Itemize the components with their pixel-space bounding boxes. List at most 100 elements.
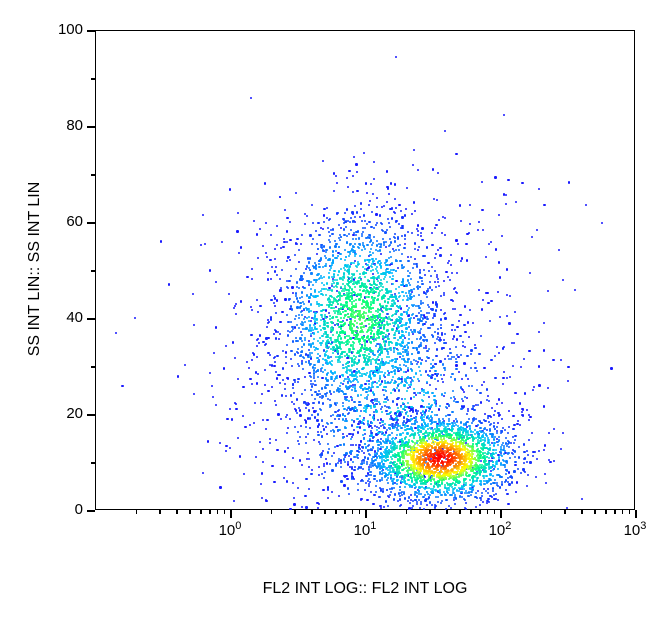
data-point — [273, 333, 275, 335]
data-point — [380, 443, 382, 445]
data-point — [380, 383, 382, 385]
data-point — [436, 348, 438, 350]
data-point — [515, 491, 517, 493]
data-point — [290, 350, 292, 352]
data-point — [357, 333, 359, 335]
data-point — [472, 405, 474, 407]
data-point — [367, 269, 369, 271]
data-point — [498, 398, 500, 400]
data-point — [334, 240, 336, 242]
data-point — [523, 443, 525, 445]
data-point — [330, 356, 332, 358]
data-point — [327, 372, 329, 374]
data-point — [356, 211, 358, 213]
data-point — [366, 264, 368, 266]
data-point — [288, 280, 290, 282]
data-point — [377, 323, 379, 325]
data-point — [476, 389, 478, 391]
data-point — [264, 369, 266, 371]
data-point — [372, 336, 374, 338]
data-point — [333, 270, 335, 272]
data-point — [344, 351, 346, 353]
data-point — [368, 444, 370, 446]
data-point — [480, 335, 482, 337]
data-point — [433, 485, 435, 487]
data-point — [409, 272, 411, 274]
data-point — [392, 275, 394, 277]
data-point — [505, 460, 507, 462]
data-point — [365, 272, 367, 274]
data-point — [467, 434, 469, 436]
data-point — [377, 450, 379, 452]
data-point — [401, 341, 403, 343]
data-point — [358, 361, 360, 363]
data-point — [496, 432, 498, 434]
data-point — [311, 394, 313, 396]
data-point — [404, 345, 406, 347]
data-point — [375, 410, 377, 412]
data-point — [285, 416, 287, 418]
data-point — [322, 249, 324, 251]
data-point — [329, 390, 331, 392]
data-point — [390, 411, 392, 413]
data-point — [391, 467, 393, 469]
data-point — [395, 221, 397, 223]
data-point — [339, 253, 341, 255]
data-point — [277, 413, 279, 415]
data-point — [274, 400, 276, 402]
data-point — [482, 475, 484, 477]
data-point — [317, 222, 319, 224]
data-point — [358, 238, 360, 240]
data-point — [368, 261, 370, 263]
data-point — [366, 380, 368, 382]
data-point — [253, 353, 255, 355]
data-point — [480, 466, 482, 468]
data-point — [492, 490, 494, 492]
data-point — [497, 468, 499, 470]
data-point — [274, 297, 276, 299]
data-point — [238, 252, 240, 254]
data-point — [402, 355, 404, 357]
data-point — [489, 473, 491, 475]
data-point — [420, 342, 422, 344]
data-point — [346, 409, 348, 411]
data-point — [368, 383, 370, 385]
data-point — [433, 198, 435, 200]
data-point — [338, 418, 340, 420]
data-point — [438, 285, 440, 287]
data-point — [459, 314, 461, 316]
data-point — [370, 363, 372, 365]
data-point — [379, 332, 381, 334]
data-point — [495, 493, 497, 495]
data-point — [375, 485, 377, 487]
data-point — [514, 464, 516, 466]
data-point — [343, 408, 345, 410]
data-point — [207, 440, 209, 442]
data-point — [437, 332, 439, 334]
data-point — [421, 227, 423, 229]
data-point — [391, 272, 393, 274]
data-point — [394, 438, 396, 440]
data-point — [365, 307, 367, 309]
data-point — [377, 419, 379, 421]
data-point — [300, 243, 302, 245]
data-point — [368, 478, 370, 480]
data-point — [260, 402, 262, 404]
data-point — [264, 384, 266, 386]
data-point — [483, 467, 485, 469]
data-point — [449, 279, 451, 281]
data-point — [436, 414, 438, 416]
data-point — [454, 287, 456, 289]
data-point — [407, 376, 409, 378]
data-point — [393, 427, 395, 429]
data-point — [404, 243, 406, 245]
data-point — [305, 436, 307, 438]
data-point — [327, 325, 329, 327]
data-point — [332, 301, 334, 303]
data-point — [516, 333, 518, 335]
data-point — [396, 429, 398, 431]
data-point — [331, 455, 333, 457]
data-point — [372, 358, 374, 360]
data-point — [538, 188, 540, 190]
data-point — [403, 324, 405, 326]
